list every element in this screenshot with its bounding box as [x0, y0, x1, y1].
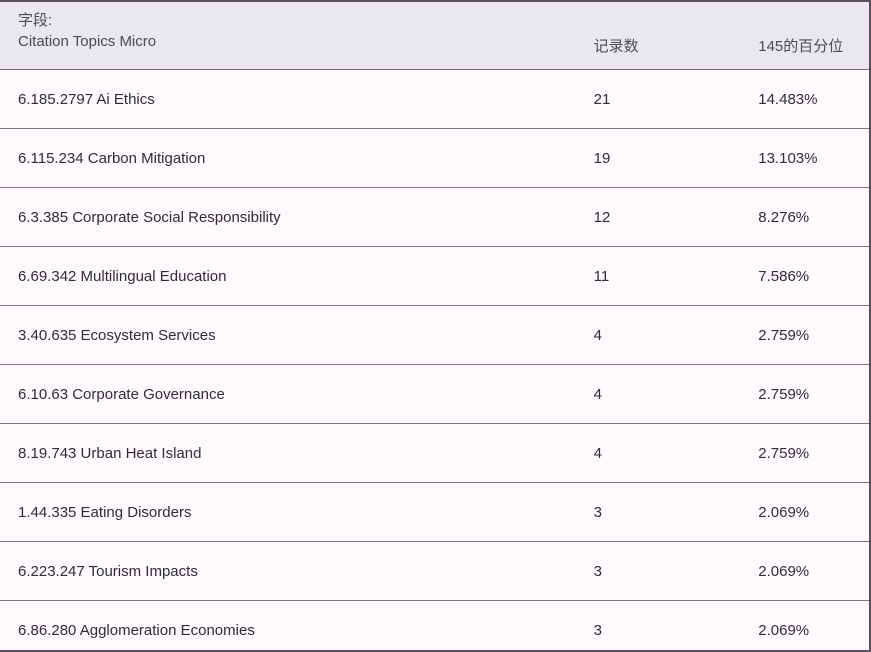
percentile-cell: 2.759%: [758, 326, 810, 344]
percentile-cell: 2.759%: [758, 444, 810, 462]
records-count-cell: 3: [593, 562, 602, 580]
records-count-cell: 21: [593, 90, 611, 108]
records-count-cell: 11: [593, 267, 610, 285]
records-column-header-label: 记录数: [593, 38, 639, 55]
records-count-cell: 3: [593, 621, 602, 639]
percentile-column-header-label: 145的百分位: [758, 38, 844, 55]
percentile-cell: 2.069%: [758, 562, 810, 580]
topic-cell: 6.86.280 Agglomeration Economies: [18, 621, 255, 639]
records-count-cell: 3: [593, 503, 602, 521]
table-row: 6.10.63 Corporate Governance 4 2.759%: [0, 365, 869, 424]
field-label: 字段:: [18, 12, 53, 29]
percentile-cell: 7.586%: [758, 267, 810, 285]
topic-cell: 6.223.247 Tourism Impacts: [18, 562, 198, 580]
table-row: 1.44.335 Eating Disorders 3 2.069%: [0, 483, 869, 542]
table-row: 6.185.2797 Ai Ethics 21 14.483%: [0, 70, 869, 129]
topic-cell: 3.40.635 Ecosystem Services: [18, 326, 216, 344]
field-name: Citation Topics Micro: [18, 33, 157, 50]
topic-cell: 6.115.234 Carbon Mitigation: [18, 149, 206, 167]
percentile-cell: 13.103%: [758, 149, 818, 167]
topic-cell: 6.10.63 Corporate Governance: [18, 385, 225, 403]
field-header: 字段: Citation Topics Micro: [0, 2, 594, 69]
table-row: 6.3.385 Corporate Social Responsibility …: [0, 188, 869, 247]
table-body: 6.185.2797 Ai Ethics 21 14.483% 6.115.23…: [0, 70, 869, 650]
percentile-cell: 14.483%: [758, 90, 818, 108]
percentile-cell: 8.276%: [758, 208, 810, 226]
topic-cell: 6.3.385 Corporate Social Responsibility: [18, 208, 281, 226]
topic-cell: 6.185.2797 Ai Ethics: [18, 90, 155, 108]
records-count-cell: 12: [593, 208, 611, 226]
table-header: 字段: Citation Topics Micro 记录数 145的百分位: [0, 2, 869, 70]
topic-cell: 8.19.743 Urban Heat Island: [18, 444, 202, 462]
records-column-header: 记录数: [594, 2, 759, 69]
table-row: 6.86.280 Agglomeration Economies 3 2.069…: [0, 601, 869, 650]
records-count-cell: 4: [593, 326, 602, 344]
table-row: 6.223.247 Tourism Impacts 3 2.069%: [0, 542, 869, 601]
records-count-cell: 4: [593, 444, 602, 462]
percentile-column-header: 145的百分位: [758, 2, 869, 69]
table-row: 8.19.743 Urban Heat Island 4 2.759%: [0, 424, 869, 483]
percentile-cell: 2.069%: [758, 503, 810, 521]
topic-cell: 1.44.335 Eating Disorders: [18, 503, 192, 521]
topic-cell: 6.69.342 Multilingual Education: [18, 267, 227, 285]
percentile-cell: 2.069%: [758, 621, 810, 639]
table-row: 3.40.635 Ecosystem Services 4 2.759%: [0, 306, 869, 365]
percentile-cell: 2.759%: [758, 385, 810, 403]
records-count-cell: 4: [593, 385, 602, 403]
table-row: 6.115.234 Carbon Mitigation 19 13.103%: [0, 129, 869, 188]
table-row: 6.69.342 Multilingual Education 11 7.586…: [0, 247, 869, 306]
records-count-cell: 19: [593, 149, 611, 167]
